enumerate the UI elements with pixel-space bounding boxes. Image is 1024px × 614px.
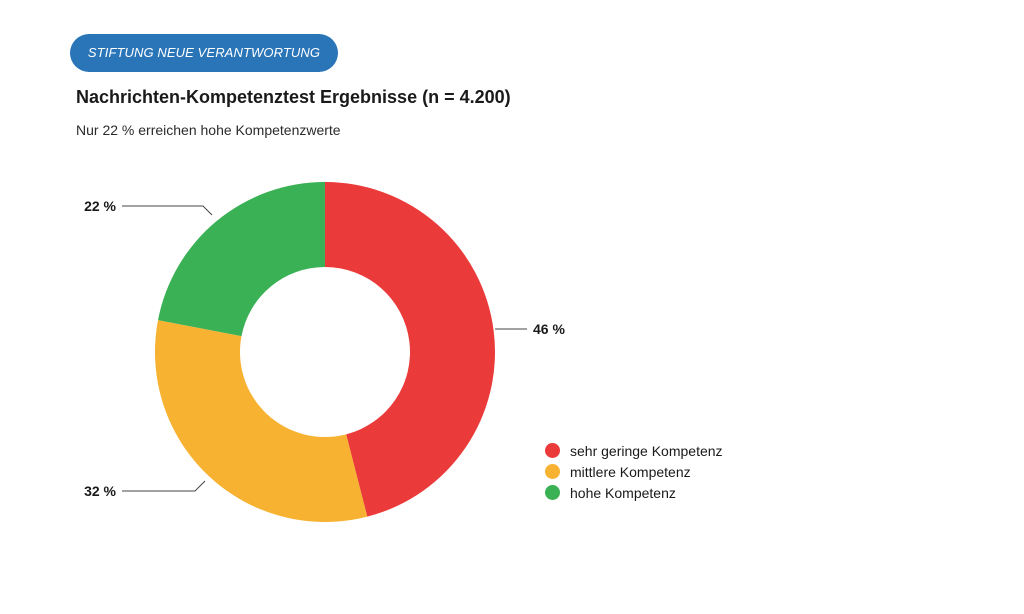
donut-slice — [158, 182, 325, 337]
donut-slice — [155, 320, 368, 522]
legend-item-mittel: mittlere Kompetenz — [545, 461, 723, 482]
chart-subtitle: Nur 22 % erreichen hohe Kompetenzwerte — [76, 122, 341, 138]
leader-line — [122, 205, 213, 216]
legend-item-sehr-gering: sehr geringe Kompetenz — [545, 440, 723, 461]
slice-value-label: 46 % — [533, 321, 565, 337]
legend-item-hoch: hohe Kompetenz — [545, 482, 723, 503]
legend-label: sehr geringe Kompetenz — [570, 442, 723, 459]
leader-line — [122, 480, 206, 492]
legend-label: hohe Kompetenz — [570, 484, 676, 501]
slice-value-label: 32 % — [84, 483, 116, 499]
legend-label: mittlere Kompetenz — [570, 463, 691, 480]
legend-swatch — [545, 443, 560, 458]
legend-swatch — [545, 485, 560, 500]
legend-swatch — [545, 464, 560, 479]
source-badge: STIFTUNG NEUE VERANTWORTUNG — [70, 34, 338, 72]
donut-slice — [325, 182, 496, 517]
chart-title: Nachrichten-Kompetenztest Ergebnisse (n … — [76, 87, 511, 107]
slice-value-label: 22 % — [84, 198, 116, 214]
chart-legend: sehr geringe Kompetenz mittlere Kompeten… — [545, 440, 723, 503]
